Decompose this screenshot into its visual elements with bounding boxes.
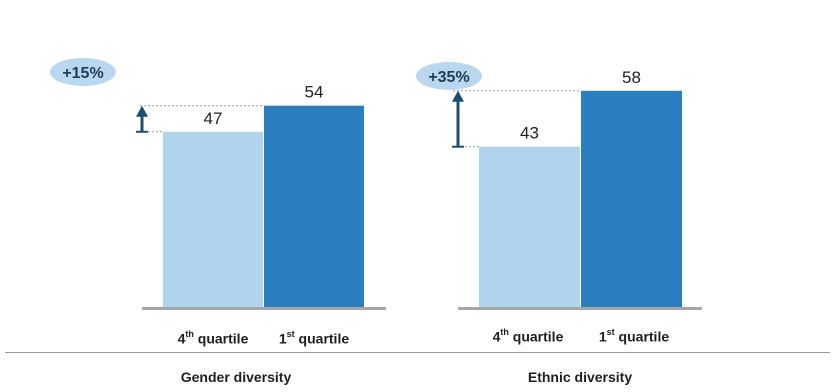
arrow-up-icon [136, 105, 148, 117]
x-tick-label: 4th quartile [177, 329, 249, 347]
difference-badge [416, 62, 482, 90]
difference-label: +15% [62, 65, 103, 82]
x-tick-label: 1st quartile [598, 327, 670, 345]
data-label: 54 [305, 83, 324, 102]
arrow-up-icon [452, 90, 464, 102]
bar [264, 105, 364, 307]
bar [479, 146, 580, 307]
bar [163, 131, 263, 307]
data-label: 43 [520, 124, 539, 143]
axis-baseline [142, 307, 386, 310]
x-tick-label: 1st quartile [278, 329, 350, 347]
chart-title: Gender diversity [180, 369, 292, 385]
divider-line [5, 352, 830, 353]
difference-badge [50, 58, 116, 86]
data-label: 47 [204, 109, 223, 128]
chart-title: Ethnic diversity [527, 369, 633, 385]
data-label: 58 [622, 68, 641, 87]
bar [581, 90, 682, 307]
chart-canvas: 47 54 +15% 43 58 +35% [50, 58, 702, 310]
axis-baseline [458, 307, 702, 310]
x-tick-label: 4th quartile [492, 327, 564, 345]
difference-label: +35% [428, 69, 469, 86]
